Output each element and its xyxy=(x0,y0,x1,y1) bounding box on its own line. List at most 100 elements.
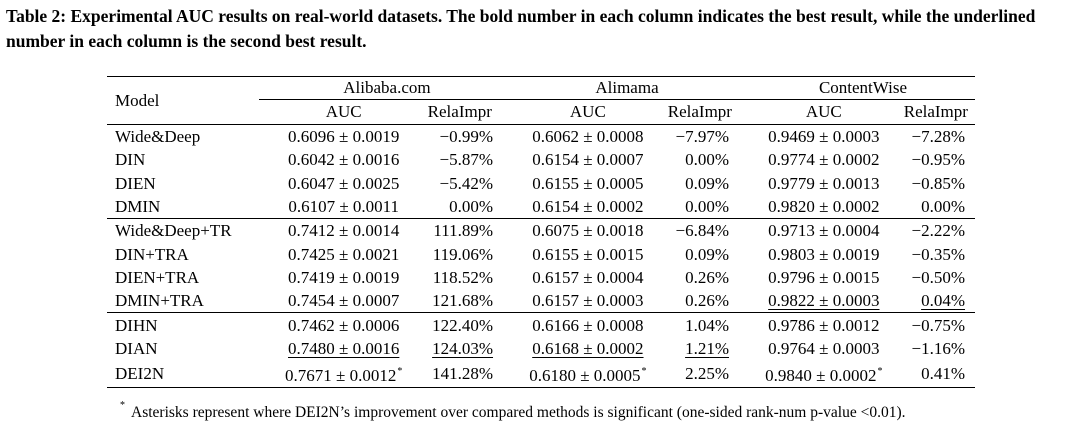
dataset-header-contentwise: ContentWise xyxy=(738,76,975,100)
auc-cell: 0.7671 ± 0.0012* xyxy=(258,359,417,388)
auc-cell: 0.6107 ± 0.0011 xyxy=(259,195,417,219)
cell-value: 0.6062 ± 0.0008 xyxy=(532,127,644,147)
relaimpr-cell: −0.85% xyxy=(897,172,975,195)
model-name-cell: DIEN xyxy=(115,173,156,193)
metric-header-auc: AUC xyxy=(325,102,362,121)
model-name-cell: DEI2N xyxy=(107,359,259,388)
relaimpr-cell: 0.00% xyxy=(661,148,739,171)
relaimpr-cell: 141.28% xyxy=(416,359,504,388)
cell-value: 0.6107 ± 0.0011 xyxy=(288,197,400,217)
cell-value: 0.6154 ± 0.0007 xyxy=(532,150,644,170)
relaimpr-cell: 0.41% xyxy=(896,359,975,388)
dataset-header-alimama: Alimama xyxy=(503,76,739,100)
cell-value: 0.09% xyxy=(685,244,729,264)
relaimpr-cell: 122.40% xyxy=(416,312,504,337)
cell-value: 0.00% xyxy=(685,150,729,170)
relaimpr-cell: 0.09% xyxy=(661,172,739,195)
cell-value: 0.7480 ± 0.0016 xyxy=(288,338,400,358)
cell-value: 0.6157 ± 0.0004 xyxy=(532,267,644,287)
cell-value: 1.04% xyxy=(685,315,729,335)
auc-cell: 0.6180 ± 0.0005* xyxy=(503,359,661,388)
cell-value: 121.68% xyxy=(432,291,494,311)
relaimpr-cell: −0.95% xyxy=(897,148,975,171)
cell-value: 0.9774 ± 0.0002 xyxy=(768,150,880,170)
model-name-cell: Wide&Deep+TR xyxy=(107,218,259,243)
metric-header-relaimpr: RelaImpr xyxy=(903,102,968,121)
significance-asterisk: * xyxy=(641,365,647,377)
relaimpr-cell: 2.25% xyxy=(660,359,739,388)
cell-value: 0.9469 ± 0.0003 xyxy=(768,127,880,147)
cell-value: 0.9779 ± 0.0013 xyxy=(768,173,880,193)
cell-value: −2.22% xyxy=(911,221,966,241)
results-table: Model Alibaba.com Alimama ContentWise AU… xyxy=(107,76,975,388)
cell-value: 0.9764 ± 0.0003 xyxy=(768,338,880,358)
auc-cell: 0.9764 ± 0.0003 xyxy=(739,337,897,360)
cell-value: 0.6155 ± 0.0015 xyxy=(532,244,644,264)
relaimpr-cell: 0.00% xyxy=(661,195,739,219)
table-row: DIN 0.6042 ± 0.0016 −5.87% 0.6154 ± 0.0007 0… xyxy=(107,148,975,171)
auc-cell: 0.6157 ± 0.0004 xyxy=(503,266,661,289)
model-header: Model xyxy=(107,76,259,125)
table-row: Wide&Deep 0.6096 ± 0.0019 −0.99% 0.6062 ± 0… xyxy=(107,124,975,149)
cell-value: −0.85% xyxy=(911,173,966,193)
relaimpr-cell: −1.16% xyxy=(897,337,975,360)
auc-cell: 0.9713 ± 0.0004 xyxy=(738,218,897,243)
cell-value: 0.00% xyxy=(685,197,729,217)
cell-value: 0.26% xyxy=(685,291,729,311)
auc-cell: 0.7412 ± 0.0014 xyxy=(258,218,417,243)
relaimpr-cell: −5.42% xyxy=(417,172,503,195)
cell-value: 1.21% xyxy=(685,338,729,358)
relaimpr-cell: −0.99% xyxy=(416,124,504,149)
cell-value: 0.6180 ± 0.0005 xyxy=(529,365,641,385)
cell-value: 2.25% xyxy=(685,363,729,383)
table-row: DIN+TRA 0.7425 ± 0.0021 119.06% 0.6155 ± 0.… xyxy=(107,242,975,265)
footnote-text: Asterisks represent where DEI2N’s improv… xyxy=(131,404,906,421)
relaimpr-cell: 0.00% xyxy=(417,195,503,219)
relaimpr-cell: 124.03% xyxy=(417,337,503,360)
dataset-header-alibaba: Alibaba.com xyxy=(258,76,504,100)
cell-value: −0.50% xyxy=(911,267,966,287)
relaimpr-cell: 0.26% xyxy=(661,289,739,313)
auc-cell: 0.6154 ± 0.0007 xyxy=(503,148,661,171)
relaimpr-cell: −6.84% xyxy=(660,218,739,243)
metric-header-relaimpr: RelaImpr xyxy=(427,102,492,121)
relaimpr-cell: 0.04% xyxy=(897,289,975,313)
cell-value: 0.6155 ± 0.0005 xyxy=(532,173,644,193)
cell-value: 0.9786 ± 0.0012 xyxy=(768,315,880,335)
cell-value: −5.87% xyxy=(439,150,494,170)
table-row: DMIN+TRA 0.7454 ± 0.0007 121.68% 0.6157 ± 0… xyxy=(107,289,975,313)
relaimpr-cell: 1.21% xyxy=(661,337,739,360)
cell-value: 122.40% xyxy=(432,315,494,335)
cell-value: 0.7462 ± 0.0006 xyxy=(288,315,400,335)
cell-value: 0.41% xyxy=(921,363,965,383)
cell-value: 0.9713 ± 0.0004 xyxy=(768,221,880,241)
cell-value: −0.95% xyxy=(911,150,966,170)
cell-value: −5.42% xyxy=(439,173,494,193)
auc-cell: 0.9840 ± 0.0002* xyxy=(738,359,897,388)
table-row: Wide&Deep+TR 0.7412 ± 0.0014 111.89% 0.6075… xyxy=(107,218,975,243)
cell-value: 0.6096 ± 0.0019 xyxy=(288,127,400,147)
relaimpr-cell: 118.52% xyxy=(417,266,503,289)
table-row: DIEN 0.6047 ± 0.0025 −5.42% 0.6155 ± 0.0005… xyxy=(107,172,975,195)
cell-value: 0.7454 ± 0.0007 xyxy=(288,291,400,311)
cell-value: −7.97% xyxy=(675,127,729,147)
significance-asterisk: * xyxy=(877,365,883,377)
relaimpr-cell: −0.75% xyxy=(896,312,975,337)
auc-cell: 0.7419 ± 0.0019 xyxy=(259,266,417,289)
cell-value: 0.6166 ± 0.0008 xyxy=(532,315,644,335)
auc-cell: 0.9822 ± 0.0003 xyxy=(739,289,897,313)
auc-cell: 0.9803 ± 0.0019 xyxy=(739,242,897,265)
relaimpr-cell: −7.28% xyxy=(896,124,975,149)
cell-value: 118.52% xyxy=(432,267,494,287)
cell-value: −0.75% xyxy=(911,315,966,335)
cell-value: 0.9822 ± 0.0003 xyxy=(768,291,880,311)
relaimpr-cell: 111.89% xyxy=(416,218,504,243)
model-name-cell: Wide&Deep xyxy=(107,124,259,149)
model-name-cell: DMIN xyxy=(115,197,161,217)
footnote: * Asterisks represent where DEI2N’s impro… xyxy=(120,400,906,422)
auc-cell: 0.9786 ± 0.0012 xyxy=(738,312,897,337)
cell-value: 0.9796 ± 0.0015 xyxy=(768,267,880,287)
auc-cell: 0.9774 ± 0.0002 xyxy=(739,148,897,171)
cell-value: 0.6075 ± 0.0018 xyxy=(532,221,644,241)
cell-value: −0.35% xyxy=(911,244,966,264)
